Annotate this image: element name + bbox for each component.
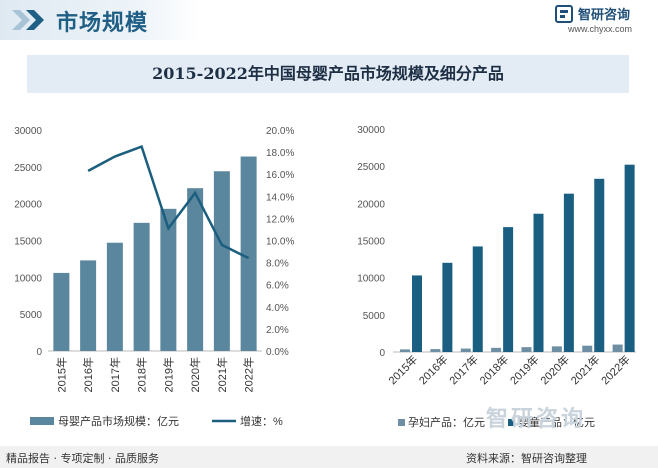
x-axis-tick-label: 2022年 (598, 352, 633, 387)
infant-product-bar (594, 178, 605, 352)
brand-logo-icon (555, 5, 573, 23)
right-axis-tick-label: 0.0% (266, 347, 289, 358)
maternal-product-bar (582, 345, 593, 352)
legend-infant-label: 婴童产品：亿元 (518, 415, 595, 429)
infant-product-bar (472, 246, 483, 352)
chart-title: 2015-2022年中国母婴产品市场规模及细分产品 (152, 64, 504, 83)
left-axis-tick-label: 0 (36, 347, 42, 358)
left-axis-tick-label: 10000 (14, 273, 42, 284)
maternal-product-bar (460, 348, 471, 352)
maternal-product-bar (551, 346, 562, 352)
right-axis-tick-label: 12.0% (266, 214, 294, 225)
maternal-product-bar (400, 349, 410, 352)
x-axis-tick-label: 2020年 (537, 352, 572, 387)
right-axis-tick-label: 16.0% (266, 170, 294, 181)
right-axis-tick-label: 20.0% (266, 126, 294, 137)
right-axis-tick-label: 6.0% (266, 281, 289, 292)
brand-name: 智研咨询 (578, 8, 631, 23)
y-axis-tick-label: 15000 (357, 237, 385, 248)
infant-product-bar (503, 227, 514, 352)
infant-product-bar (412, 275, 422, 352)
maternal-product-bar (491, 347, 502, 352)
segment-chart: 0 5000 10000 15000 20000 25000 30000 2015年2016年… (357, 125, 636, 429)
source-note: 资料来源：智研咨询整理 (466, 452, 587, 465)
maternal-product-bar (430, 349, 441, 352)
chart-title-box: 2015-2022年中国母婴产品市场规模及细分产品 (27, 55, 629, 93)
x-axis-tick-label: 2015年 (54, 357, 68, 392)
x-axis-tick-label: 2022年 (242, 357, 256, 392)
footer-tagline: 精品报告 · 专项定制 · 品质服务 (6, 452, 159, 465)
header-background (0, 0, 200, 40)
right-axis-tick-label: 18.0% (266, 148, 294, 159)
legend-maternal-label: 孕妇产品：亿元 (408, 415, 485, 429)
x-axis-tick-label: 2016年 (416, 352, 451, 387)
y-axis-tick-label: 10000 (357, 274, 385, 285)
left-axis-tick-label: 5000 (20, 310, 43, 321)
growth-rate-line (87, 144, 250, 260)
legend-bar-label: 母婴产品市场规模：亿元 (58, 414, 179, 428)
x-axis-tick-label: 2017年 (108, 357, 122, 392)
market-size-bar (106, 242, 123, 351)
market-size-chart: 0 5000 10000 15000 20000 25000 30000 0.0% 2.0% 4.… (14, 126, 294, 428)
watermark: 智研咨询 (486, 407, 587, 432)
y-axis-tick-label: 25000 (357, 162, 385, 173)
infant-product-bar (533, 213, 544, 352)
x-axis-tick-label: 2020年 (188, 357, 202, 392)
market-size-bar (160, 208, 177, 351)
right-axis-tick-label: 10.0% (266, 237, 294, 248)
left-axis-tick-label: 30000 (14, 126, 42, 137)
legend-infant-swatch (508, 419, 515, 426)
legend-line-label: 增速：% (240, 414, 283, 428)
right-axis-tick-label: 8.0% (266, 259, 289, 270)
x-axis-tick-label: 2018年 (476, 352, 511, 387)
left-axis-tick-label: 25000 (14, 163, 42, 174)
legend-maternal-swatch (398, 419, 405, 426)
header: 市场规模 智研咨询 www.chyxx.com (0, 0, 658, 40)
y-axis-tick-label: 30000 (357, 125, 385, 136)
infant-product-bar (442, 262, 453, 352)
x-axis-tick-label: 2019年 (161, 357, 175, 392)
right-axis-tick-label: 14.0% (266, 192, 294, 203)
market-size-bar (53, 272, 70, 351)
y-axis-tick-label: 0 (379, 348, 385, 359)
maternal-product-bar (612, 344, 623, 352)
x-axis-tick-label: 2017年 (446, 352, 481, 387)
x-axis-tick-label: 2015年 (385, 352, 420, 387)
x-axis-tick-label: 2021年 (215, 357, 229, 392)
market-size-bar (80, 260, 97, 351)
y-axis-tick-label: 20000 (357, 199, 385, 210)
x-axis-tick-label: 2021年 (568, 352, 603, 387)
brand-url: www.chyxx.com (568, 24, 633, 34)
footer: 精品报告 · 专项定制 · 品质服务 资料来源：智研咨询整理 (0, 446, 658, 468)
market-size-bar (213, 171, 230, 351)
infant-product-bar (563, 193, 574, 352)
infant-product-bar (624, 164, 635, 352)
y-axis-tick-label: 5000 (363, 311, 386, 322)
x-axis-tick-label: 2019年 (507, 352, 542, 387)
x-axis-tick-label: 2016年 (81, 357, 95, 392)
right-axis-tick-label: 2.0% (266, 325, 289, 336)
market-size-bar (133, 222, 150, 351)
x-axis-tick-label: 2018年 (135, 357, 149, 392)
market-size-bar (187, 188, 204, 351)
section-title: 市场规模 (56, 11, 149, 36)
left-axis-tick-label: 20000 (14, 200, 42, 211)
double-chevron-right-icon (12, 10, 44, 30)
left-axis-tick-label: 15000 (14, 237, 42, 248)
legend-bar-swatch (30, 417, 54, 425)
maternal-product-bar (521, 347, 532, 352)
market-size-bar (240, 156, 257, 351)
right-axis-tick-label: 4.0% (266, 303, 289, 314)
